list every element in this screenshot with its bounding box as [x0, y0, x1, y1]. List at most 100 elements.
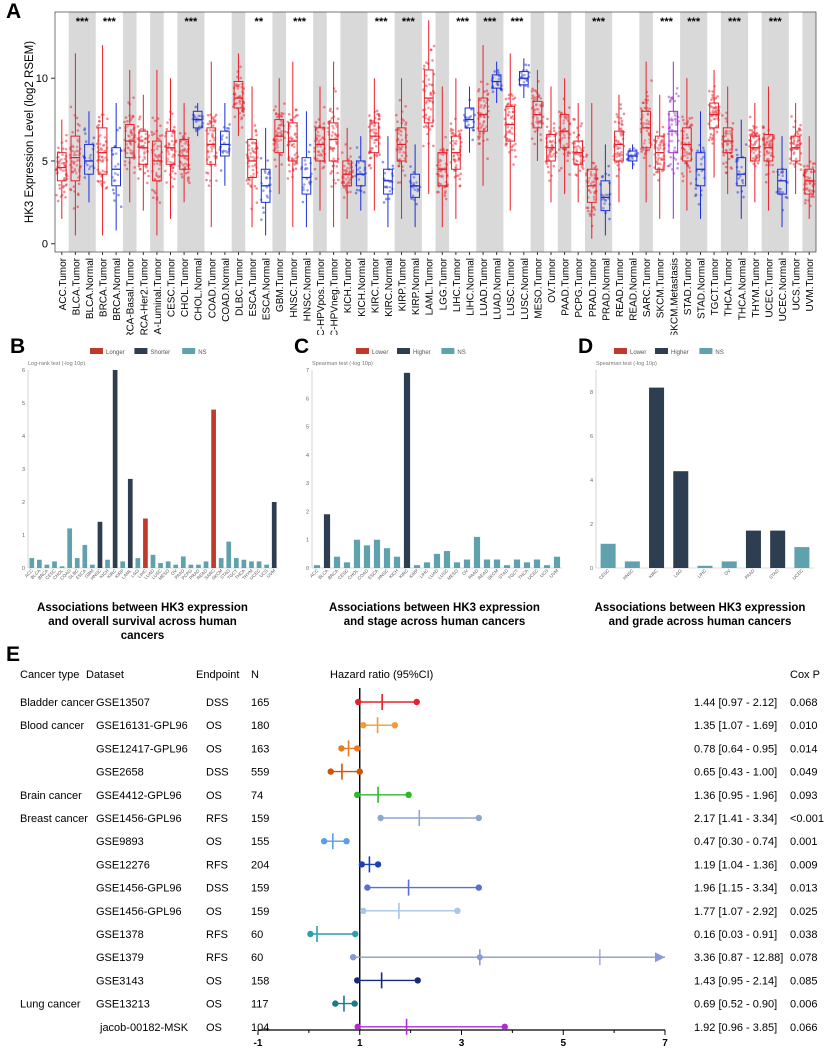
sample-point [187, 179, 190, 183]
sample-point [318, 134, 321, 138]
sample-point [478, 122, 482, 126]
bar-PAAD [745, 530, 761, 568]
x-tick-label: UVM.Tumor [805, 257, 816, 311]
row-dataset: GSE3143 [96, 975, 144, 987]
sample-point [157, 156, 160, 159]
sample-point [262, 211, 266, 214]
ci-lower-dot [364, 884, 371, 891]
sample-point [125, 142, 129, 146]
sample-point [512, 97, 515, 101]
sample-point [76, 138, 79, 142]
sample-point [223, 141, 226, 145]
sample-point [696, 149, 699, 153]
x-tick-label: LGG.Tumor [438, 257, 449, 310]
sample-point [76, 129, 80, 132]
sample-point [141, 159, 145, 162]
x-tick-label: 7 [662, 1038, 668, 1049]
ci-upper-dot [354, 745, 361, 752]
bar-ACC [29, 558, 35, 568]
sample-point [804, 198, 807, 202]
sample-point [147, 174, 150, 178]
sample-point [422, 144, 425, 148]
sample-point [169, 160, 172, 164]
y-axis-label: HK3 Expression Level (log2 RSEM) [24, 41, 36, 223]
sample-point [411, 194, 415, 197]
sample-point [445, 148, 449, 152]
bar-GBM [90, 564, 95, 568]
sample-point [225, 136, 229, 139]
sample-point [371, 146, 374, 150]
x-tick-label: CESC [598, 568, 611, 581]
sample-point [481, 123, 485, 127]
sample-point [522, 80, 526, 84]
sample-point [343, 164, 346, 168]
sample-point [239, 76, 243, 80]
sample-point [507, 97, 511, 100]
sample-point [178, 132, 182, 135]
row-n: 117 [251, 999, 269, 1011]
sample-point [724, 165, 728, 169]
sample-point [620, 119, 624, 123]
sample-point [472, 128, 475, 132]
sample-point [141, 139, 144, 143]
sample-point [103, 150, 106, 153]
bar-LIHC [697, 565, 713, 568]
sample-point [400, 138, 404, 142]
sample-point [210, 134, 214, 137]
sample-point [375, 154, 379, 158]
bar-HNSC [624, 561, 640, 568]
sample-point [439, 148, 442, 152]
significance-marker: *** [456, 16, 470, 28]
sample-point [306, 189, 309, 192]
forest-row [327, 763, 363, 780]
sample-point [63, 157, 67, 161]
iqr-box [206, 127, 217, 165]
sample-point [334, 181, 337, 185]
x-tick-label: OV [723, 568, 731, 576]
sample-point [294, 132, 297, 136]
y-tick-label: 5 [42, 156, 48, 168]
sample-point [478, 142, 481, 145]
sample-point [443, 194, 447, 197]
row-cox-p: <0.001 [790, 813, 824, 825]
x-tick-label: BRCA.Tumor [99, 257, 110, 317]
x-tick-label: BRCA-Luminal.Tumor [153, 257, 164, 335]
sample-point [398, 150, 402, 154]
row-cox-p: 0.066 [790, 1022, 818, 1034]
box-UCS.Tumor [788, 103, 803, 195]
x-tick-label: TGCT.Tumor [710, 257, 721, 315]
box-COAD.Normal [218, 103, 232, 186]
sample-point [249, 151, 252, 155]
y-tick-label: 4 [590, 478, 593, 484]
x-tick-label: KICH [388, 568, 399, 579]
sample-point [83, 176, 87, 179]
sample-point [279, 138, 283, 142]
sample-point [593, 208, 597, 211]
sample-point [255, 201, 259, 204]
ci-lower-dot [327, 768, 334, 775]
bar-LIHC [143, 518, 148, 568]
sample-point [71, 144, 74, 148]
sample-point [331, 124, 334, 128]
y-tick-label: 3 [306, 481, 309, 487]
sample-point [97, 115, 101, 119]
sample-point [587, 209, 590, 213]
row-hr-text: 1.19 [1.04 - 1.36] [694, 859, 777, 871]
x-tick-label: HNSC.Tumor [289, 257, 300, 317]
sample-point [425, 100, 429, 104]
row-cancer-type: Brain cancer [20, 790, 82, 802]
sample-point [803, 201, 807, 205]
sample-point [459, 129, 463, 132]
sample-point [416, 189, 419, 193]
sample-point [69, 188, 73, 192]
sample-point [451, 128, 455, 132]
sample-point [111, 153, 115, 156]
forest-row [358, 856, 382, 873]
sample-point [399, 129, 402, 132]
sample-point [150, 130, 154, 134]
sample-point [508, 138, 512, 142]
box-SKCM.Tumor [652, 94, 666, 219]
sample-point [294, 108, 298, 111]
sample-point [396, 120, 399, 123]
box-KICH.Tumor [340, 127, 354, 219]
